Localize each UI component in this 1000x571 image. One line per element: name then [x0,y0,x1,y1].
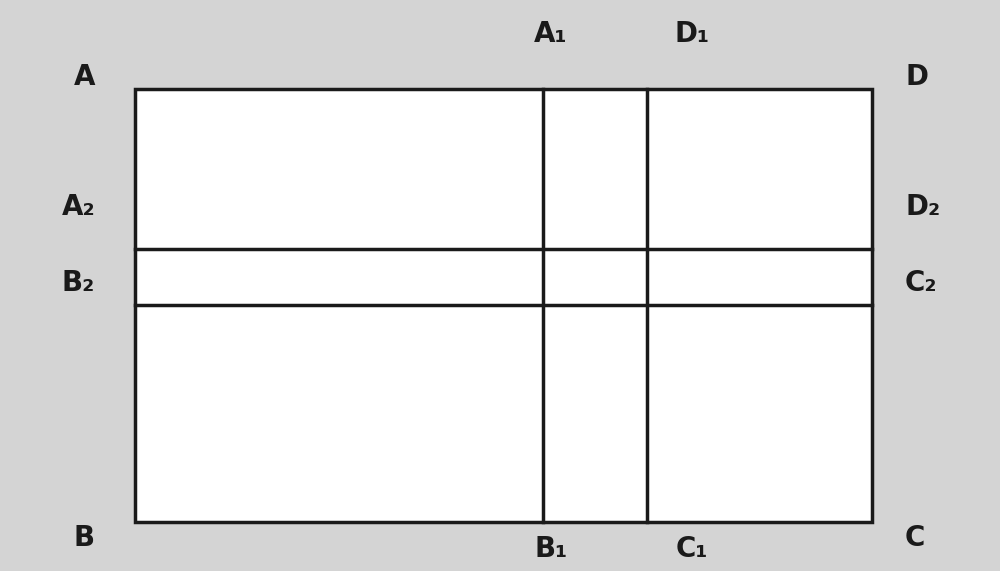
Text: A₂: A₂ [61,192,95,221]
Text: D₁: D₁ [674,20,710,49]
Text: B: B [74,524,95,552]
Bar [135,89,872,522]
Text: D₂: D₂ [905,192,940,221]
Text: C₂: C₂ [905,268,938,297]
Text: B₁: B₁ [534,535,568,564]
Text: B₂: B₂ [62,268,95,297]
Text: C₁: C₁ [676,535,708,564]
Text: D: D [905,63,928,91]
Text: A₁: A₁ [534,20,568,49]
Text: A: A [74,63,95,91]
Text: C: C [905,524,925,552]
